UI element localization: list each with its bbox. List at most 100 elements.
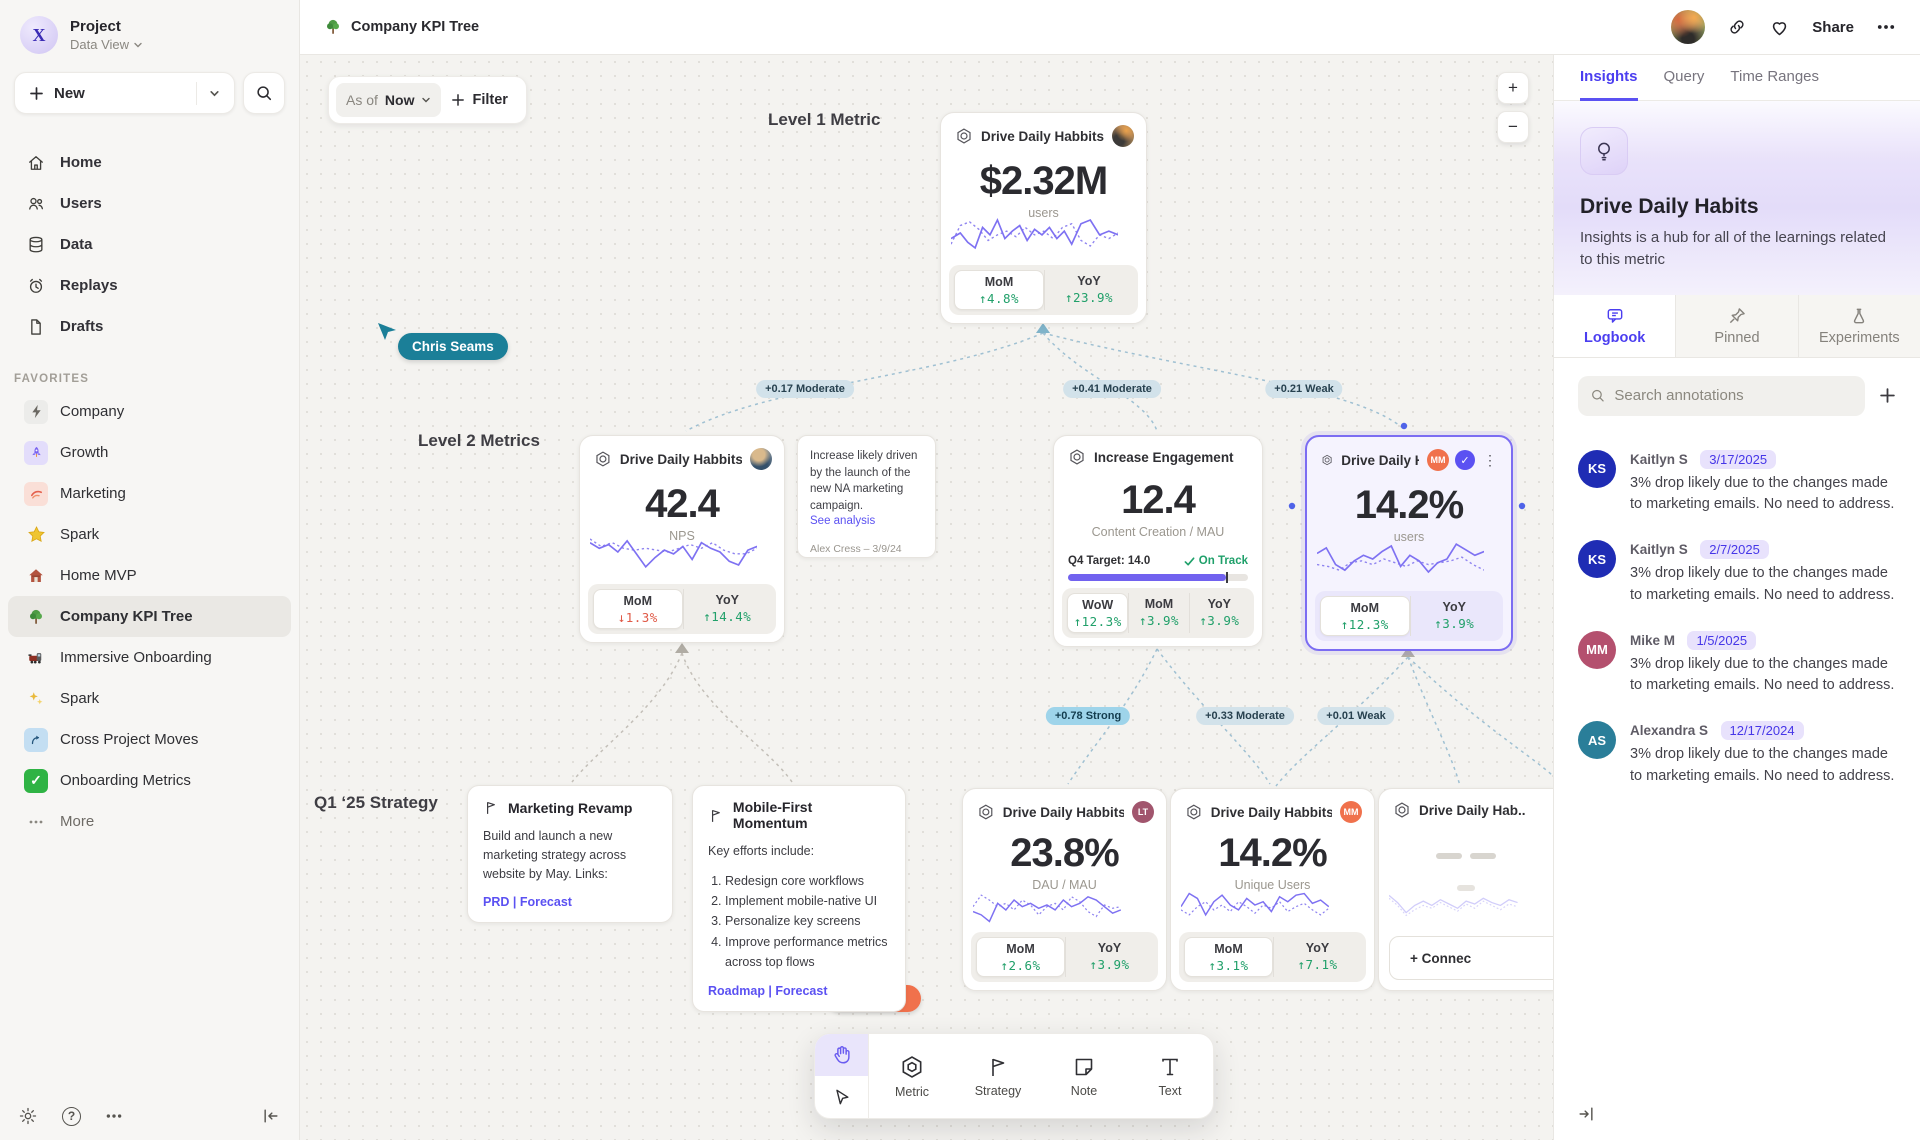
sidebar-item-immersive-onboarding[interactable]: Immersive Onboarding	[8, 637, 291, 678]
sidebar-item-data[interactable]: Data	[0, 224, 299, 265]
see-analysis-link[interactable]: See analysis	[810, 514, 876, 527]
cursor-pointer-icon	[378, 323, 396, 340]
user-avatar[interactable]	[1671, 10, 1706, 44]
connect-metric-button[interactable]: + Connec	[1389, 936, 1553, 980]
tab-insights[interactable]: Insights	[1580, 68, 1638, 101]
users-icon	[29, 197, 43, 210]
metric-card-drive-daily-habbits-l1[interactable]: Drive Daily Habbits $2.32M users MoM ↑4.…	[940, 112, 1147, 324]
metric-card-drive-daily-habbits-nps[interactable]: Drive Daily Habbits 42.4 NPS MoM ↓1.3% Y…	[579, 435, 785, 643]
overflow-menu-icon[interactable]	[1876, 17, 1896, 37]
insights-metric-title: Drive Daily Habits	[1580, 195, 1759, 218]
lightbulb-icon	[1580, 127, 1628, 175]
more-options-icon[interactable]	[105, 1107, 123, 1125]
metric-unit: Content Creation / MAU	[1091, 525, 1225, 539]
hand-tool-button[interactable]	[815, 1034, 868, 1076]
favorites-list: Company Growth Marketing Spark Home MVP …	[0, 391, 299, 842]
sidebar-nav: Home Users Data Replays Drafts	[0, 142, 299, 347]
target-label: Q4 Target: 14.0	[1068, 555, 1151, 567]
collapse-sidebar-icon[interactable]	[261, 1106, 281, 1126]
subtab-logbook[interactable]: Logbook	[1554, 294, 1676, 357]
as-of-value: Now	[384, 92, 415, 108]
metric-card-drive-daily-habbits-selected[interactable]: Drive Daily Habb.. MM ✓ ⋮ 14.2% users Mo…	[1305, 435, 1513, 651]
sidebar-item-replays[interactable]: Replays	[0, 265, 299, 306]
metric-title: Drive Daily Habbits	[1002, 804, 1124, 820]
canvas-note-card[interactable]: Increase likely driven by the launch of …	[797, 435, 936, 558]
sidebar-item-company-kpi-tree[interactable]: Company KPI Tree	[8, 596, 291, 637]
annotation-entry[interactable]: KS Kaitlyn S 3/17/2025 3% drop likely du…	[1578, 449, 1896, 517]
add-annotation-button[interactable]	[1879, 387, 1896, 404]
settings-gear-icon[interactable]	[18, 1106, 38, 1126]
sidebar-item-more[interactable]: More	[8, 801, 291, 842]
card-menu-icon[interactable]: ⋮	[1483, 451, 1497, 468]
annotation-search[interactable]	[1578, 375, 1865, 416]
strategy-links[interactable]: PRD | Forecast	[483, 895, 572, 910]
annotation-search-input[interactable]	[1614, 387, 1853, 404]
metric-hexagon-icon	[1322, 454, 1332, 466]
annotation-entry[interactable]: KS Kaitlyn S 2/7/2025 3% drop likely due…	[1578, 540, 1896, 607]
sidebar-item-spark-2[interactable]: Spark	[8, 678, 291, 719]
collaborator-cursor-chris: Chris Seams	[376, 321, 508, 360]
sidebar-item-spark[interactable]: Spark	[8, 514, 291, 555]
project-name: Project	[70, 18, 121, 35]
sidebar-item-home[interactable]: Home	[0, 142, 299, 183]
note-tool-button[interactable]: Note	[1041, 1034, 1127, 1118]
new-dropdown-chevron[interactable]	[196, 81, 228, 105]
strategy-tool-button[interactable]: Strategy	[955, 1034, 1041, 1118]
annotation-author: Kaitlyn S	[1630, 451, 1688, 467]
sidebar-item-growth[interactable]: Growth	[8, 432, 291, 473]
sidebar-item-cross-project-moves[interactable]: Cross Project Moves	[8, 719, 291, 760]
metric-card-dau-mau[interactable]: Drive Daily Habbits LT 23.8% DAU / MAU M…	[962, 788, 1167, 991]
stat-yoy: YoY ↑14.4%	[682, 589, 772, 629]
stat-yoy: YoY ↑23.9%	[1044, 270, 1133, 310]
subtab-pinned[interactable]: Pinned	[1675, 294, 1798, 357]
zoom-in-button[interactable]: +	[1497, 72, 1529, 104]
metric-value: 23.8%	[1010, 831, 1119, 875]
sidebar-search-button[interactable]	[243, 72, 285, 114]
on-track-status: On Track	[1184, 555, 1248, 567]
metric-title: Drive Daily Habbits	[619, 451, 742, 467]
help-icon[interactable]: ?	[62, 1106, 81, 1126]
as-of-selector[interactable]: As of Now	[336, 83, 442, 117]
strategy-card-mobile-first-momentum[interactable]: Mobile-First Momentum Key efforts includ…	[692, 785, 906, 1012]
sidebar-item-label: Users	[60, 195, 102, 212]
collapse-panel-icon[interactable]	[1576, 1104, 1596, 1124]
select-tool-button[interactable]	[815, 1076, 868, 1118]
train-icon	[24, 646, 48, 670]
copy-link-icon[interactable]	[1727, 17, 1747, 37]
stat-yoy: YoY ↑3.9%	[1188, 593, 1249, 633]
sidebar-item-drafts[interactable]: Drafts	[0, 306, 299, 347]
metric-card-unique-users[interactable]: Drive Daily Habbits MM 14.2% Unique User…	[1170, 788, 1375, 991]
placeholder-dashes	[1379, 853, 1553, 859]
sidebar-item-users[interactable]: Users	[0, 183, 299, 224]
sidebar-item-home-mvp[interactable]: Home MVP	[8, 555, 291, 596]
metric-title: Drive Daily Habbits	[981, 128, 1105, 144]
sidebar-item-onboarding-metrics[interactable]: ✓ Onboarding Metrics	[8, 760, 291, 801]
favorite-label: Spark	[60, 526, 100, 543]
metric-hexagon-icon	[957, 128, 971, 144]
tab-time-ranges[interactable]: Time Ranges	[1730, 68, 1820, 85]
share-button[interactable]: Share	[1812, 18, 1854, 36]
add-filter-button[interactable]: Filter	[447, 92, 511, 108]
favorite-heart-icon[interactable]	[1769, 17, 1790, 38]
strategy-links[interactable]: Roadmap | Forecast	[708, 984, 828, 998]
sidebar-item-marketing[interactable]: Marketing	[8, 473, 291, 514]
text-tool-button[interactable]: Text	[1127, 1034, 1213, 1118]
new-button[interactable]: New	[14, 72, 235, 114]
metric-card-partial[interactable]: Drive Daily Hab.. + Connec	[1378, 788, 1553, 991]
sidebar: X Project Data View New	[0, 0, 300, 1140]
metric-tool-button[interactable]: Metric	[869, 1034, 955, 1118]
zoom-out-button[interactable]: −	[1497, 111, 1529, 143]
kpi-tree-canvas[interactable]: As of Now Filter + − Level 1 Metric Leve…	[300, 55, 1553, 1140]
metric-value: $2.32M	[979, 159, 1108, 203]
annotation-entry[interactable]: MM Mike M 1/5/2025 3% drop likely due to…	[1578, 630, 1896, 698]
sidebar-item-company[interactable]: Company	[8, 391, 291, 432]
tab-query[interactable]: Query	[1663, 68, 1705, 85]
annotation-entry[interactable]: AS Alexandra S 12/17/2024 3% drop likely…	[1578, 721, 1896, 788]
subtab-experiments[interactable]: Experiments	[1797, 294, 1920, 357]
strategy-card-marketing-revamp[interactable]: Marketing Revamp Build and launch a new …	[467, 785, 673, 924]
sidebar-item-label: Home	[60, 154, 102, 171]
strategy-list: Redesign core workflows Implement mobile…	[725, 871, 890, 972]
metric-card-increase-engagement[interactable]: Increase Engagement 12.4 Content Creatio…	[1053, 435, 1263, 647]
chevron-down-icon	[134, 42, 142, 47]
project-switcher[interactable]: X Project Data View	[0, 0, 299, 58]
